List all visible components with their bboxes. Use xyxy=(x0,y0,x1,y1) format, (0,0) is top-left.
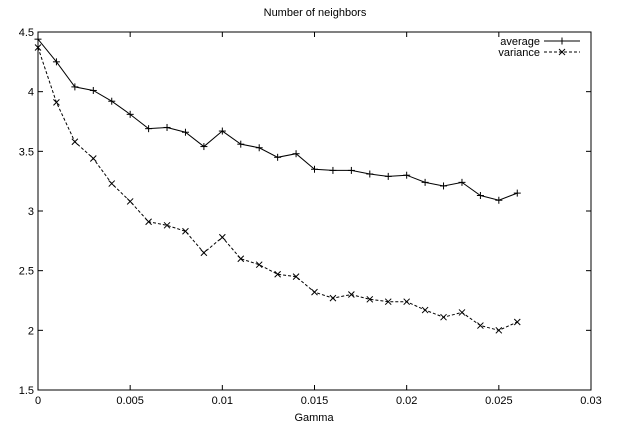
series-line-variance xyxy=(37,47,518,331)
data-point-average xyxy=(237,140,245,148)
x-tick-label: 0.02 xyxy=(396,395,417,407)
data-point-variance xyxy=(274,270,281,278)
y-tick-label: 3 xyxy=(28,206,34,218)
data-point-variance xyxy=(513,318,521,326)
data-point-variance xyxy=(329,294,337,302)
data-point-variance xyxy=(34,44,42,51)
data-point-variance xyxy=(71,138,79,146)
data-point-variance xyxy=(200,249,208,257)
x-tick-label: 0.015 xyxy=(301,395,329,407)
data-point-average xyxy=(292,150,300,158)
data-point-average xyxy=(200,143,208,151)
data-point-average xyxy=(126,110,134,118)
data-point-variance xyxy=(403,298,411,306)
data-point-average xyxy=(421,178,429,186)
data-point-average xyxy=(311,165,318,173)
data-point-average xyxy=(34,35,42,43)
data-point-average xyxy=(329,166,337,174)
legend-marker-average xyxy=(558,37,566,45)
plot-frame xyxy=(37,31,592,391)
data-point-average xyxy=(440,182,448,190)
data-point-average xyxy=(255,144,263,152)
data-point-average xyxy=(145,125,153,133)
data-point-average xyxy=(181,128,189,136)
data-point-variance xyxy=(366,295,374,303)
data-point-average xyxy=(513,189,521,197)
data-point-variance xyxy=(126,198,134,205)
y-tick-label: 1.5 xyxy=(19,385,34,397)
data-point-variance xyxy=(348,291,355,298)
legend-marker-variance xyxy=(558,48,566,56)
legend-label-average: average xyxy=(500,36,540,48)
y-tick-label: 2 xyxy=(28,325,34,337)
x-tick-label: 0 xyxy=(35,395,41,407)
data-point-average xyxy=(476,191,484,199)
data-point-average xyxy=(71,83,79,91)
data-point-variance xyxy=(421,306,429,314)
x-tick-label: 0.03 xyxy=(580,395,601,407)
data-point-average xyxy=(384,172,392,180)
y-tick-label: 4.5 xyxy=(19,27,34,39)
data-point-average xyxy=(403,171,411,179)
x-tick-label: 0.005 xyxy=(116,395,144,407)
data-point-average xyxy=(163,123,171,131)
data-point-variance xyxy=(458,309,466,316)
data-point-variance xyxy=(495,326,503,334)
data-point-average xyxy=(52,58,60,66)
data-point-variance xyxy=(384,298,392,306)
data-point-variance xyxy=(237,255,245,263)
series-line-average xyxy=(37,38,518,201)
data-point-average xyxy=(495,196,503,204)
data-point-variance xyxy=(292,273,300,280)
data-series xyxy=(34,35,521,334)
data-point-variance xyxy=(53,99,60,106)
y-tick-label: 3.5 xyxy=(19,146,34,158)
data-point-variance xyxy=(108,180,116,187)
x-tick-label: 0.025 xyxy=(485,395,513,407)
data-point-average xyxy=(347,166,355,174)
data-point-average xyxy=(108,97,116,105)
series-variance xyxy=(34,44,521,334)
data-point-variance xyxy=(255,261,263,269)
data-point-variance xyxy=(311,288,318,296)
x-tick-label: 0.01 xyxy=(212,395,233,407)
data-point-average xyxy=(274,153,282,161)
data-point-variance xyxy=(477,322,484,329)
legend-label-variance: variance xyxy=(498,47,540,59)
data-point-variance xyxy=(163,221,171,229)
data-point-variance xyxy=(182,227,189,235)
data-point-average xyxy=(366,170,374,178)
data-point-variance xyxy=(89,155,97,162)
data-point-variance xyxy=(218,233,226,241)
y-tick-label: 2.5 xyxy=(19,266,34,278)
y-tick-label: 4 xyxy=(28,87,34,99)
data-point-average xyxy=(89,86,97,94)
data-point-average xyxy=(458,178,466,186)
x-axis-label: Gamma xyxy=(294,412,334,424)
series-average xyxy=(34,35,521,204)
axis-ticks: 0 0.005 0.01 0.015 0.02 0.025 0.03 1.5 2 2.5 3 3.5 4… xyxy=(19,27,602,407)
data-point-variance xyxy=(440,313,447,321)
chart-title: Number of neighbors xyxy=(264,7,367,19)
data-point-average xyxy=(218,127,226,135)
data-point-variance xyxy=(145,218,152,226)
